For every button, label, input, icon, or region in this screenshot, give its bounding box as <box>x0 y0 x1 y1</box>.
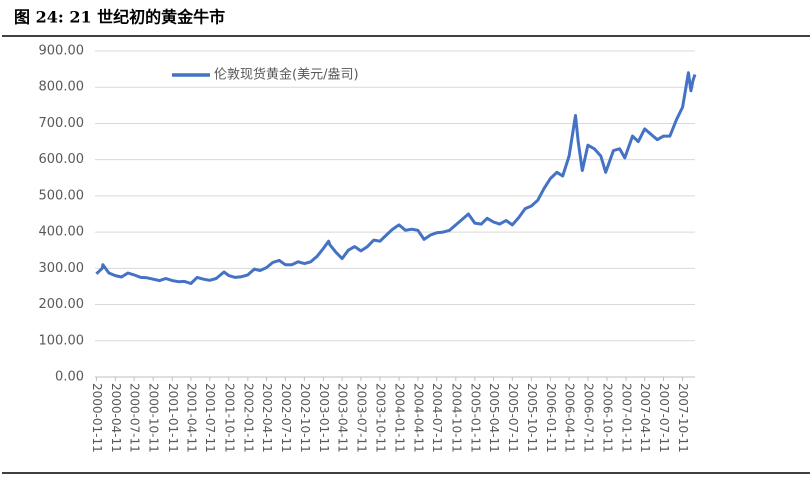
x-tick-label: 2004-07-11 <box>430 383 444 453</box>
x-tick-label: 2006-10-11 <box>600 383 614 453</box>
x-tick-label: 2005-04-11 <box>487 383 501 453</box>
x-tick-label: 2004-10-11 <box>449 383 463 453</box>
x-tick-label: 2003-04-11 <box>336 383 350 453</box>
y-tick-label: 700.00 <box>39 116 85 131</box>
x-tick-label: 2002-10-11 <box>298 383 312 453</box>
x-tick-label: 2004-04-11 <box>411 383 425 453</box>
y-tick-label: 400.00 <box>39 225 85 240</box>
legend-label: 伦敦现货黄金(美元/盎司) <box>214 67 359 83</box>
x-tick-label: 2000-10-11 <box>147 383 161 453</box>
x-tick-label: 2007-10-11 <box>676 383 690 453</box>
x-tick-label: 2004-01-11 <box>393 383 407 453</box>
y-tick-label: 0.00 <box>55 370 84 385</box>
x-tick-label: 2007-04-11 <box>638 383 652 453</box>
x-tick-label: 2005-01-11 <box>468 383 482 453</box>
y-tick-label: 100.00 <box>39 333 85 348</box>
x-tick-label: 2001-04-11 <box>184 383 198 453</box>
x-tick-label: 2002-01-11 <box>241 383 255 453</box>
x-tick-label: 2007-01-11 <box>620 383 634 453</box>
x-tick-label: 2000-01-11 <box>90 383 104 453</box>
x-tick-label: 2005-10-11 <box>525 383 539 453</box>
x-tick-label: 2003-10-11 <box>373 383 387 453</box>
x-tick-label: 2001-10-11 <box>222 383 236 453</box>
y-tick-label: 500.00 <box>39 188 85 203</box>
x-tick-label: 2005-07-11 <box>506 383 520 453</box>
y-tick-label: 800.00 <box>39 80 85 95</box>
x-tick-label: 2006-04-11 <box>563 383 577 453</box>
y-tick-label: 200.00 <box>39 297 85 312</box>
x-tick-label: 2003-07-11 <box>354 383 368 453</box>
y-tick-label: 600.00 <box>39 152 85 167</box>
x-tick-label: 2003-01-11 <box>317 383 331 453</box>
series-line <box>95 71 697 285</box>
y-tick-label: 900.00 <box>39 44 85 59</box>
x-tick-label: 2002-07-11 <box>279 383 293 453</box>
x-tick-label: 2000-07-11 <box>128 383 142 453</box>
chart-title: 图 24: 21 世纪初的黄金牛市 <box>14 8 225 27</box>
y-tick-label: 300.00 <box>39 261 85 276</box>
x-tick-label: 2001-07-11 <box>203 383 217 453</box>
x-tick-label: 2002-04-11 <box>260 383 274 453</box>
x-tick-label: 2007-07-11 <box>657 383 671 453</box>
x-tick-label: 2006-07-11 <box>581 383 595 453</box>
x-tick-label: 2000-04-11 <box>109 383 123 453</box>
x-tick-label: 2001-01-11 <box>166 383 180 453</box>
x-tick-label: 2006-01-11 <box>544 383 558 453</box>
